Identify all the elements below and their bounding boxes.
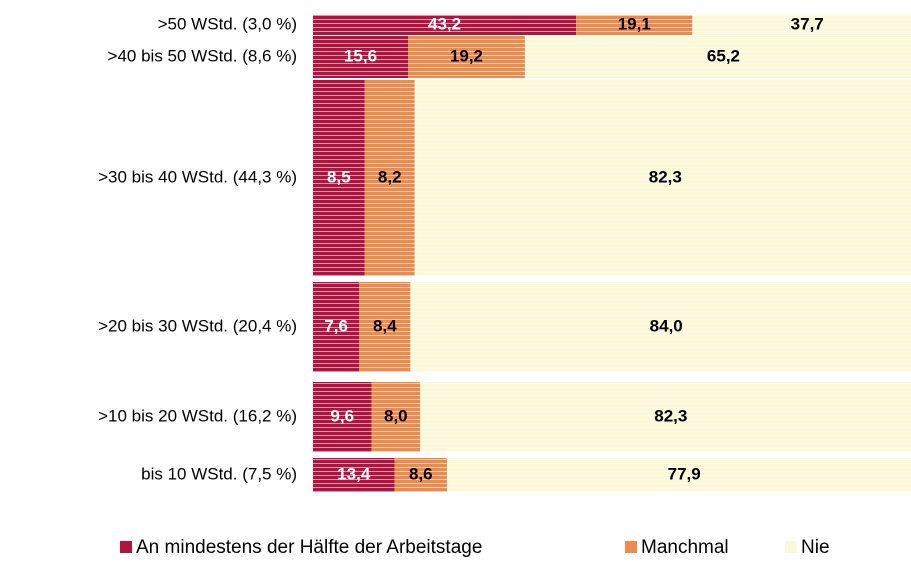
data-label: 8,5 <box>327 167 351 186</box>
data-label: 8,6 <box>409 464 433 483</box>
bar-segment <box>446 458 911 492</box>
data-label: 84,0 <box>650 316 683 335</box>
y-tick-label: >10 bis 20 WStd. (16,2 %) <box>98 406 297 425</box>
legend-label: An mindestens der Hälfte der Arbeitstage <box>136 537 482 558</box>
y-tick-label: bis 10 WStd. (7,5 %) <box>141 464 297 483</box>
data-label: 19,2 <box>450 46 483 65</box>
data-label: 82,3 <box>649 167 682 186</box>
legend-label: Manchmal <box>641 537 729 558</box>
bar-segment <box>410 282 911 372</box>
bar-segment <box>313 458 395 492</box>
y-tick-label: >50 WStd. (3,0 %) <box>158 14 297 33</box>
bar-segment <box>394 458 447 492</box>
legend-label: Nie <box>801 537 830 558</box>
y-tick-label: >20 bis 30 WStd. (20,4 %) <box>98 316 297 335</box>
data-label: 15,6 <box>344 46 377 65</box>
y-tick-label: >40 bis 50 WStd. (8,6 %) <box>108 46 297 65</box>
data-label: 43,2 <box>428 14 461 33</box>
data-label: 37,7 <box>791 14 824 33</box>
data-label: 7,6 <box>324 316 348 335</box>
data-label: 65,2 <box>707 46 740 65</box>
data-label: 8,0 <box>384 406 408 425</box>
bar-segment <box>313 282 360 372</box>
data-label: 13,4 <box>337 464 371 483</box>
bar-segment <box>313 80 365 276</box>
data-label: 82,3 <box>654 406 687 425</box>
bar-segment <box>359 282 411 372</box>
bar-segment <box>414 80 911 276</box>
bar-segment <box>420 382 911 452</box>
data-label: 77,9 <box>668 464 701 483</box>
bar-segment <box>408 36 525 78</box>
bar-segment <box>313 15 577 35</box>
legend-swatch <box>120 541 132 553</box>
bar-segment <box>524 36 911 78</box>
bar-segment <box>692 15 911 35</box>
data-label: 8,2 <box>378 167 402 186</box>
legend-swatch <box>785 541 797 553</box>
bar-segment <box>371 382 421 452</box>
bar-segment <box>576 15 693 35</box>
bar-segment <box>313 36 409 78</box>
data-label: 19,1 <box>618 14 651 33</box>
data-label: 8,4 <box>373 316 397 335</box>
data-label: 9,6 <box>330 406 354 425</box>
y-tick-label: >30 bis 40 WStd. (44,3 %) <box>98 167 297 186</box>
bar-segment <box>313 382 372 452</box>
legend-swatch <box>625 541 637 553</box>
bar-segment <box>364 80 415 276</box>
